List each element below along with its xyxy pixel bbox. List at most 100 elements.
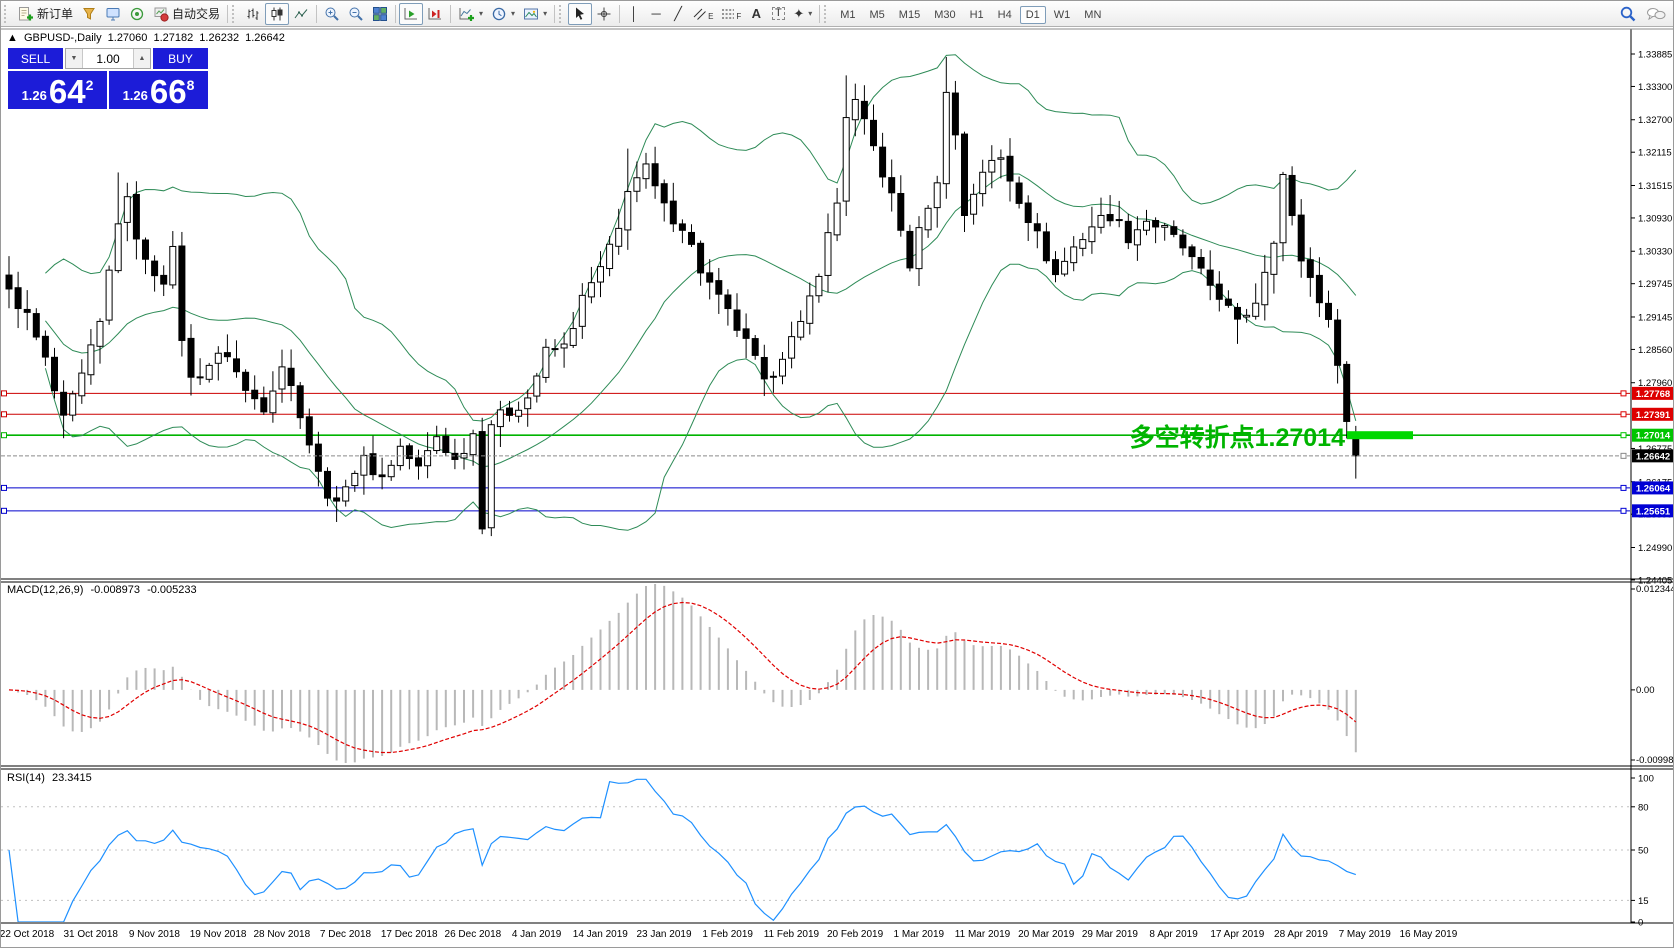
- fibonacci-tool-button[interactable]: F: [717, 3, 745, 25]
- toolbar-grip[interactable]: [559, 4, 565, 23]
- timeframe-button-M15[interactable]: M15: [898, 8, 921, 21]
- sell-price-display[interactable]: 1.26 64 2: [8, 71, 107, 109]
- sell-price-big: 64: [48, 73, 86, 110]
- cursor-tool-button[interactable]: [568, 2, 593, 25]
- time-axis-label: 16 May 2019: [1399, 929, 1457, 940]
- zoom-out-button[interactable]: [344, 3, 368, 25]
- price-tick-label: 1.28560: [1638, 345, 1672, 356]
- symbol-title: GBPUSD-,Daily: [23, 32, 102, 44]
- chart-header: ▲ GBPUSD-,Daily 1.27060 1.27182 1.26232 …: [7, 32, 288, 44]
- separator: [450, 4, 452, 23]
- timeframe-button-H4[interactable]: H4: [997, 8, 1012, 21]
- buy-button[interactable]: BUY: [153, 48, 208, 69]
- auto-scroll-icon: [404, 7, 418, 19]
- line-chart-button[interactable]: [289, 3, 313, 25]
- price-tick-label: 1.27960: [1638, 378, 1672, 389]
- time-axis-label: 4 Jan 2019: [512, 929, 562, 940]
- chart-shift-button[interactable]: [423, 3, 447, 25]
- chart-shift-icon: [428, 7, 442, 19]
- text-tool-button[interactable]: A: [745, 3, 767, 25]
- price-tick-label: 1.31515: [1638, 181, 1672, 192]
- zoom-in-button[interactable]: [320, 3, 344, 25]
- metaeditor-button[interactable]: [101, 3, 125, 25]
- price-tick-label: 1.29745: [1638, 279, 1672, 290]
- timeframe-button-M5[interactable]: M5: [869, 8, 885, 21]
- auto-trading-button[interactable]: 自动交易: [149, 3, 224, 25]
- clock-icon: [492, 7, 506, 20]
- search-icon[interactable]: [1619, 5, 1637, 23]
- price-tag-label: 1.26064: [1636, 483, 1671, 494]
- volume-up-button[interactable]: ▲: [133, 49, 150, 68]
- turning-point-marker[interactable]: [1347, 431, 1413, 440]
- bar-chart-button[interactable]: [241, 3, 265, 25]
- auto-scroll-button[interactable]: [399, 2, 424, 25]
- toolbar-grip[interactable]: [232, 4, 238, 23]
- timeframe-button-W1[interactable]: W1: [1053, 8, 1071, 21]
- time-axis-label: 11 Mar 2019: [955, 929, 1011, 940]
- time-axis-label: 20 Mar 2019: [1018, 929, 1075, 940]
- price-tag-label: 1.27014: [1636, 431, 1671, 442]
- price-tick-label: 1.29145: [1638, 312, 1672, 323]
- toolbar-grip[interactable]: [824, 4, 830, 23]
- vertical-line-tool-button[interactable]: │: [623, 3, 645, 25]
- sell-button[interactable]: SELL: [8, 48, 63, 69]
- buy-price-display[interactable]: 1.26 66 8: [109, 71, 208, 109]
- timeframe-button-MN[interactable]: MN: [1084, 8, 1102, 21]
- price-tag: [1632, 449, 1673, 463]
- buy-price-base: 1.26: [122, 88, 148, 103]
- crosshair-tool-button[interactable]: [592, 3, 616, 25]
- price-tick-label: 1.24405: [1638, 575, 1672, 586]
- signals-button[interactable]: [125, 3, 149, 25]
- rsi-axis-label: 50: [1638, 846, 1649, 857]
- price-tick-label: 1.33885: [1638, 50, 1672, 61]
- new-order-button[interactable]: 新订单: [13, 3, 77, 25]
- time-axis-label: 11 Feb 2019: [764, 929, 820, 940]
- sell-price-sup: 2: [85, 77, 94, 93]
- tile-windows-button[interactable]: [368, 3, 392, 25]
- indicators-button[interactable]: ▾: [454, 3, 487, 25]
- arrows-tool-button[interactable]: ✦ ▾: [789, 3, 816, 25]
- time-axis-label: 14 Jan 2019: [573, 929, 628, 940]
- cursor-icon: [576, 7, 585, 20]
- macd-label: MACD(12,26,9) -0.008973 -0.005233: [7, 584, 201, 596]
- rsi-axis-label: 15: [1638, 896, 1649, 907]
- buy-price-big: 66: [149, 73, 187, 110]
- bar-chart-icon: [247, 8, 259, 20]
- toolbar-right-group: [1619, 5, 1667, 23]
- one-click-trading-panel: SELL ▼ 1.00 ▲ BUY 1.26 64 2 1.26 66 8: [8, 48, 208, 109]
- separator: [554, 4, 556, 23]
- volume-down-button[interactable]: ▼: [66, 49, 83, 68]
- time-axis-label: 1 Feb 2019: [702, 929, 753, 940]
- close-value: 1.26642: [245, 32, 285, 44]
- price-tick-label: 1.32700: [1638, 115, 1672, 126]
- toolbar-grip[interactable]: [4, 4, 10, 23]
- time-axis-label: 26 Dec 2018: [445, 929, 502, 940]
- time-axis-label: 17 Apr 2019: [1210, 929, 1264, 940]
- sell-price-base: 1.26: [21, 88, 47, 103]
- turning-point-annotation[interactable]: 多空转折点1.27014: [1130, 423, 1345, 452]
- timeframe-button-M30[interactable]: M30: [934, 8, 956, 21]
- channel-tool-button[interactable]: E: [689, 3, 717, 25]
- candlestick-chart-button[interactable]: [265, 2, 290, 25]
- periods-button[interactable]: ▾: [487, 3, 519, 25]
- zoom-out-icon: [349, 7, 363, 21]
- trendline-icon: ╱: [674, 6, 682, 21]
- text-label-tool-button[interactable]: T: [767, 3, 789, 25]
- separator: [227, 4, 229, 23]
- chat-icon[interactable]: [1645, 5, 1667, 23]
- price-tag: [1632, 386, 1673, 400]
- time-axis-label: 8 Apr 2019: [1149, 929, 1198, 940]
- styler-button[interactable]: [77, 3, 101, 25]
- timeframe-button-M1[interactable]: M1: [840, 8, 856, 21]
- price-tick-label: 1.24990: [1638, 543, 1672, 554]
- template-icon: [524, 8, 539, 19]
- time-axis-label: 20 Feb 2019: [827, 929, 884, 940]
- horizontal-line-tool-button[interactable]: ─: [645, 3, 667, 25]
- trendline-tool-button[interactable]: ╱: [667, 3, 689, 25]
- timeframe-button-H1[interactable]: H1: [969, 8, 984, 21]
- macd-axis-label: 0.00: [1636, 685, 1655, 696]
- volume-input[interactable]: 1.00: [96, 51, 120, 66]
- timeframe-button-D1[interactable]: D1: [1019, 5, 1046, 24]
- templates-button[interactable]: ▾: [519, 3, 551, 25]
